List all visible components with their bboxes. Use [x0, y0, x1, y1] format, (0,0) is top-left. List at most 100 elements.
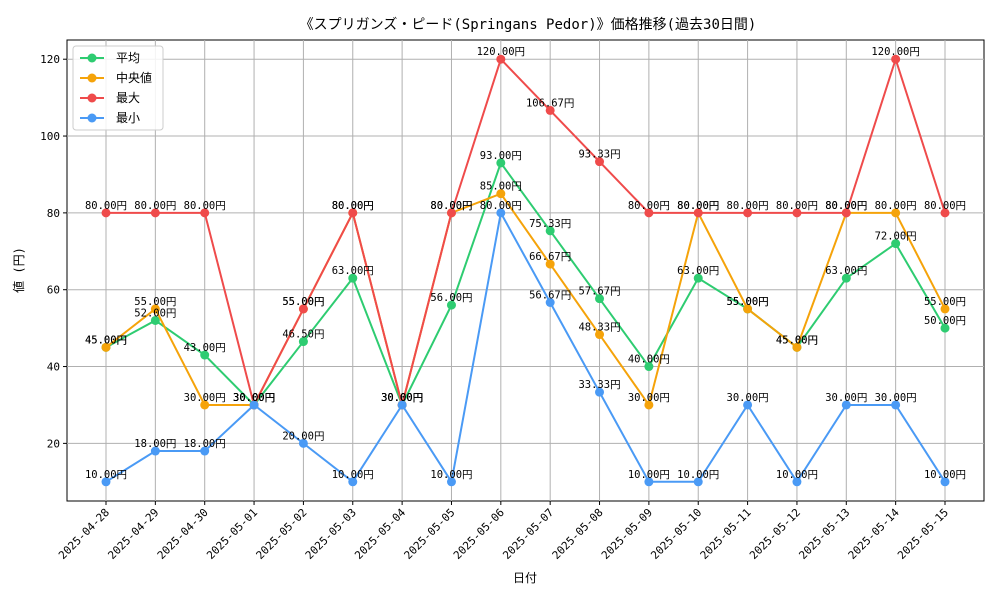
data-label: 80.00円 — [924, 200, 966, 212]
data-label: 63.00円 — [825, 265, 867, 277]
data-point — [101, 342, 111, 352]
data-label: 72.00円 — [875, 231, 917, 243]
data-label: 30.00円 — [233, 392, 275, 404]
data-label: 106.67円 — [526, 97, 574, 109]
data-label: 45.00円 — [776, 334, 818, 346]
data-point — [545, 105, 555, 115]
data-point — [841, 400, 851, 410]
data-label: 30.00円 — [233, 392, 275, 404]
data-point — [940, 304, 950, 314]
x-tick-label: 2025-05-12 — [747, 506, 803, 562]
series-line — [106, 55, 946, 408]
data-label: 80.00円 — [628, 200, 670, 212]
data-point — [644, 362, 654, 372]
y-tick-label: 80 — [47, 207, 60, 220]
grid-lines — [67, 40, 984, 501]
x-tick-label: 2025-05-11 — [698, 506, 754, 562]
data-label: 80.00円 — [430, 200, 472, 212]
x-tick-label: 2025-05-14 — [846, 506, 902, 562]
series-line — [105, 209, 946, 485]
data-label: 80.00円 — [825, 200, 867, 212]
data-point — [496, 158, 506, 168]
data-label: 10.00円 — [85, 469, 127, 481]
x-tick-label: 2025-05-10 — [648, 506, 704, 562]
data-point — [891, 239, 901, 249]
data-label: 20.00円 — [282, 430, 324, 442]
data-point — [644, 477, 654, 487]
y-tick-label: 20 — [47, 437, 60, 450]
data-point — [150, 208, 160, 218]
data-point — [348, 477, 358, 487]
data-point — [545, 259, 555, 269]
data-label: 63.00円 — [332, 265, 374, 277]
data-point — [298, 337, 308, 347]
data-label: 30.00円 — [184, 392, 226, 404]
data-label: 80.00円 — [875, 200, 917, 212]
data-label: 10.00円 — [332, 469, 374, 481]
data-point — [891, 208, 901, 218]
x-tick-label: 2025-05-06 — [451, 506, 507, 562]
data-label: 45.00円 — [85, 334, 127, 346]
series-2 — [101, 54, 950, 410]
data-label: 30.00円 — [381, 392, 423, 404]
data-label: 30.00円 — [875, 392, 917, 404]
data-label: 80.00円 — [85, 200, 127, 212]
axis-ticks: 2025-04-282025-04-292025-04-302025-05-01… — [40, 53, 951, 562]
data-label: 30.00円 — [628, 392, 670, 404]
x-axis-title: 日付 — [513, 571, 537, 585]
data-point — [792, 477, 802, 487]
data-label: 80.00円 — [332, 200, 374, 212]
data-label: 93.33円 — [578, 149, 620, 161]
legend-swatch-marker — [87, 93, 97, 103]
legend-label: 最大 — [116, 91, 140, 105]
data-point — [743, 208, 753, 218]
data-label: 66.67円 — [529, 251, 571, 263]
x-tick-label: 2025-05-01 — [204, 506, 260, 562]
data-point — [693, 477, 703, 487]
data-label: 80.00円 — [677, 200, 719, 212]
legend-swatch-marker — [87, 53, 97, 63]
data-point — [891, 54, 901, 64]
data-point — [496, 54, 506, 64]
data-label: 55.00円 — [727, 296, 769, 308]
data-point — [792, 342, 802, 352]
data-label: 80.00円 — [480, 200, 522, 212]
data-point — [940, 323, 950, 333]
data-label: 57.67円 — [578, 286, 620, 298]
data-label: 50.00円 — [924, 315, 966, 327]
legend-label: 平均 — [116, 51, 140, 65]
y-tick-label: 40 — [47, 361, 60, 374]
series-3 — [101, 208, 950, 487]
data-label: 85.00円 — [480, 181, 522, 193]
data-label: 10.00円 — [677, 469, 719, 481]
data-point — [644, 208, 654, 218]
data-point — [644, 400, 654, 410]
x-tick-label: 2025-04-30 — [155, 506, 211, 562]
x-tick-label: 2025-05-03 — [303, 506, 359, 562]
data-point — [150, 315, 160, 325]
data-label: 46.50円 — [282, 329, 324, 341]
data-point — [940, 208, 950, 218]
data-label: 56.67円 — [529, 290, 571, 302]
y-tick-label: 120 — [40, 53, 60, 66]
data-label: 30.00円 — [825, 392, 867, 404]
data-label: 18.00円 — [184, 438, 226, 450]
x-tick-label: 2025-05-08 — [550, 506, 606, 562]
plot-area — [66, 39, 985, 502]
data-point — [545, 226, 555, 236]
data-point — [693, 273, 703, 283]
data-label: 55.00円 — [727, 296, 769, 308]
data-label: 30.00円 — [233, 392, 275, 404]
data-label: 55.00円 — [924, 296, 966, 308]
data-label: 10.00円 — [776, 469, 818, 481]
x-tick-label: 2025-05-04 — [352, 506, 408, 562]
data-label: 30.00円 — [381, 392, 423, 404]
data-point — [298, 304, 308, 314]
data-label: 80.00円 — [430, 200, 472, 212]
data-point — [150, 304, 160, 314]
data-label: 45.00円 — [85, 334, 127, 346]
data-point — [446, 300, 456, 310]
series-line — [105, 160, 946, 408]
data-point — [743, 304, 753, 314]
data-label: 18.00円 — [134, 438, 176, 450]
